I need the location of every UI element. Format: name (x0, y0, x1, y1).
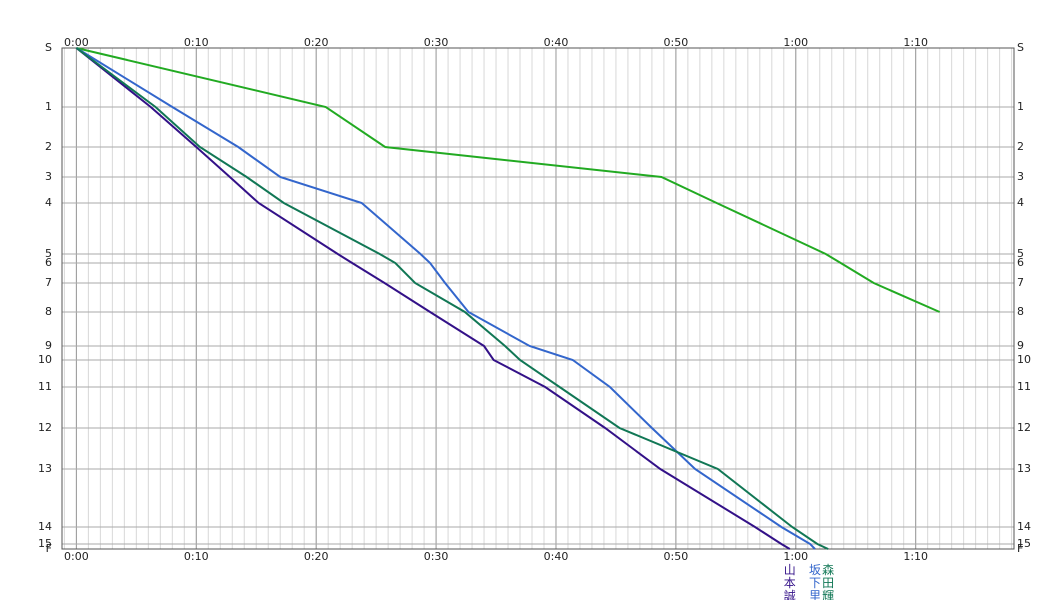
y-tick-label-right: 12 (1017, 421, 1031, 434)
y-tick-label-left: 6 (45, 256, 52, 269)
y-tick-label-right: S (1017, 41, 1024, 54)
x-tick-label-top: 0:00 (64, 36, 89, 49)
split-line (75, 47, 829, 550)
y-tick-label-right: 13 (1017, 462, 1031, 475)
split-line (76, 47, 941, 313)
y-tick-label-right: 1 (1017, 100, 1024, 113)
y-tick-label-left: 2 (45, 140, 52, 153)
split-line (75, 47, 791, 550)
y-tick-label-left: 1 (45, 100, 52, 113)
runner-name: 森田輝 (822, 562, 834, 600)
y-tick-label-left: 10 (38, 353, 52, 366)
x-tick-label-bottom: 0:20 (304, 550, 329, 563)
x-tick-label-top: 1:10 (903, 36, 928, 49)
y-tick-label-right: 2 (1017, 140, 1024, 153)
x-tick-label-bottom: 0:50 (664, 550, 689, 563)
y-tick-label-left: 15 (38, 537, 52, 550)
x-tick-label-top: 0:50 (664, 36, 689, 49)
runner-name: 坂下里 (809, 563, 821, 600)
y-tick-label-left: 3 (45, 170, 52, 183)
y-tick-label-left: S (45, 41, 52, 54)
x-tick-label-top: 0:20 (304, 36, 329, 49)
y-tick-label-right: 11 (1017, 380, 1031, 393)
y-tick-label-right: 7 (1017, 276, 1024, 289)
y-tick-label-right: 8 (1017, 305, 1024, 318)
x-tick-label-top: 0:30 (424, 36, 449, 49)
x-tick-label-bottom: 0:10 (184, 550, 209, 563)
x-tick-label-top: 0:10 (184, 36, 209, 49)
y-tick-label-left: 11 (38, 380, 52, 393)
y-tick-label-right: 10 (1017, 353, 1031, 366)
y-tick-label-left: 14 (38, 520, 52, 533)
y-tick-label-left: 4 (45, 196, 52, 209)
x-tick-label-top: 0:40 (544, 36, 569, 49)
y-tick-label-left: 5 (45, 247, 52, 260)
x-tick-label-top: 1:00 (783, 36, 808, 49)
y-tick-label-right: 14 (1017, 520, 1031, 533)
y-tick-label-left: 9 (45, 339, 52, 352)
x-tick-label-bottom: 0:30 (424, 550, 449, 563)
y-tick-label-right: 5 (1017, 247, 1024, 260)
y-tick-label-right: 9 (1017, 339, 1024, 352)
y-tick-label-left: 12 (38, 421, 52, 434)
x-tick-label-bottom: 1:00 (783, 550, 808, 563)
y-tick-label-left: 7 (45, 276, 52, 289)
split-line (75, 47, 816, 550)
runner-name: 山本誠 (784, 563, 796, 600)
y-tick-label-left: 13 (38, 462, 52, 475)
x-tick-label-bottom: 0:00 (64, 550, 89, 563)
plot-frame (61, 47, 1015, 550)
y-tick-label-right: 15 (1017, 537, 1031, 550)
y-tick-label-right: 6 (1017, 256, 1024, 269)
y-tick-label-right: F (1017, 542, 1023, 555)
x-tick-label-bottom: 1:10 (903, 550, 928, 563)
x-tick-label-bottom: 0:40 (544, 550, 569, 563)
y-tick-label-left: F (46, 542, 52, 555)
y-tick-label-right: 4 (1017, 196, 1024, 209)
y-tick-label-right: 3 (1017, 170, 1024, 183)
y-tick-label-left: 8 (45, 305, 52, 318)
